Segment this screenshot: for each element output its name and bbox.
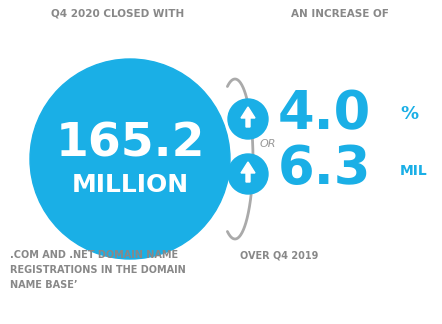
Text: 165.2: 165.2 <box>55 122 205 167</box>
Polygon shape <box>241 162 255 182</box>
Circle shape <box>228 99 268 139</box>
Polygon shape <box>241 107 255 127</box>
Text: %: % <box>400 105 418 123</box>
Circle shape <box>228 154 268 194</box>
Text: OR: OR <box>260 139 277 149</box>
Text: 4.0: 4.0 <box>278 88 371 140</box>
Circle shape <box>30 59 230 259</box>
Text: Q4 2020 CLOSED WITH: Q4 2020 CLOSED WITH <box>51 9 185 19</box>
Text: MILLION: MILLION <box>72 173 189 197</box>
Text: .COM AND .NET DOMAIN NAME
REGISTRATIONS IN THE DOMAIN
NAME BASE’: .COM AND .NET DOMAIN NAME REGISTRATIONS … <box>10 250 186 290</box>
Text: MIL: MIL <box>400 164 428 178</box>
Text: OVER Q4 2019: OVER Q4 2019 <box>240 250 318 260</box>
Text: 6.3: 6.3 <box>278 143 371 195</box>
Text: AN INCREASE OF: AN INCREASE OF <box>291 9 389 19</box>
